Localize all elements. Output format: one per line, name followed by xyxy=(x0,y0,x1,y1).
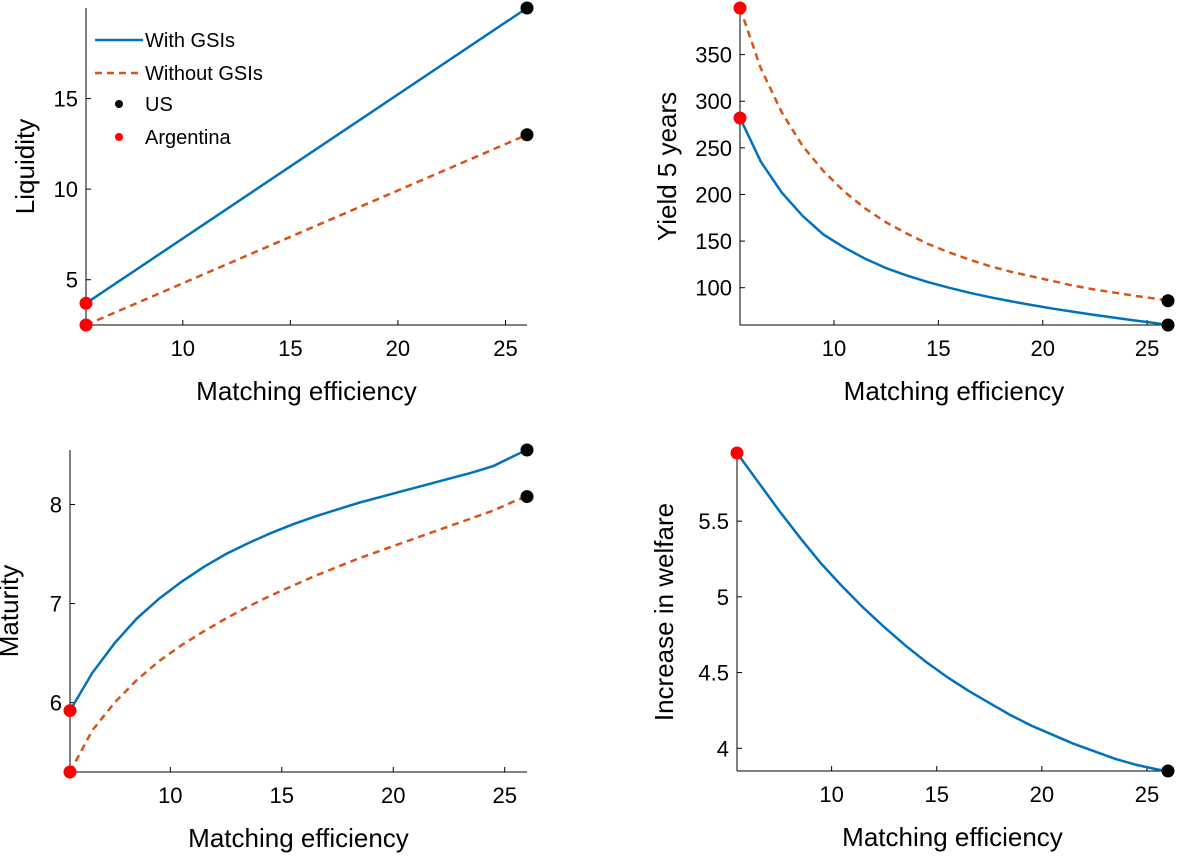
legend: With GSIs Without GSIs US Argentina xyxy=(95,30,263,149)
y-tick-label: 150 xyxy=(695,229,732,254)
y-tick-label: 10 xyxy=(54,177,78,202)
series-line-without-gsis xyxy=(738,7,1169,303)
argentina-marker xyxy=(63,765,77,779)
series-line-with-gsis xyxy=(68,448,528,712)
x-tick-label: 15 xyxy=(926,336,950,361)
x-tick-label: 20 xyxy=(1030,782,1054,807)
x-tick-label: 20 xyxy=(1030,336,1054,361)
argentina-marker xyxy=(79,318,93,332)
argentina-marker xyxy=(730,446,744,460)
y-tick-label: 5 xyxy=(717,585,729,610)
y-axis-label: Increase in welfare xyxy=(649,503,679,721)
y-tick-label: 7 xyxy=(50,592,62,617)
x-tick-label: 25 xyxy=(1135,782,1159,807)
y-tick-label: 8 xyxy=(50,492,62,517)
series-line-without-gsis xyxy=(85,133,528,327)
legend-label: Argentina xyxy=(145,127,231,149)
us-marker xyxy=(520,1,534,15)
y-tick-label: 5.5 xyxy=(698,509,729,534)
x-tick-label: 15 xyxy=(924,782,948,807)
y-tick-label: 250 xyxy=(695,136,732,161)
y-axis-label: Yield 5 years xyxy=(652,92,682,241)
y-axis-label: Liquidity xyxy=(10,119,40,214)
series-line-with-gsis xyxy=(735,452,1169,773)
y-tick-label: 350 xyxy=(695,43,732,68)
x-axis-label: Matching efficiency xyxy=(844,376,1065,406)
legend-label: US xyxy=(145,94,173,116)
y-tick-label: 5 xyxy=(66,268,78,293)
us-marker xyxy=(1161,294,1175,308)
y-tick-label: 4 xyxy=(717,736,729,761)
x-tick-label: 20 xyxy=(386,336,410,361)
x-tick-label: 10 xyxy=(171,336,195,361)
x-axis-label: Matching efficiency xyxy=(196,376,417,406)
legend-swatch-argentina xyxy=(115,133,123,141)
y-tick-label: 4.5 xyxy=(698,661,729,686)
us-marker xyxy=(520,128,534,142)
series-line-with-gsis xyxy=(85,6,528,305)
x-axis-label: Matching efficiency xyxy=(842,822,1063,852)
us-marker xyxy=(1161,764,1175,778)
y-tick-label: 100 xyxy=(695,276,732,301)
x-axis-label: Matching efficiency xyxy=(188,823,409,853)
series-line-without-gsis xyxy=(68,495,528,773)
x-tick-label: 20 xyxy=(381,783,405,808)
argentina-marker xyxy=(733,111,747,125)
y-tick-label: 200 xyxy=(695,182,732,207)
x-tick-label: 15 xyxy=(270,783,294,808)
x-tick-label: 15 xyxy=(278,336,302,361)
y-axis-label: Maturity xyxy=(0,565,24,657)
legend-swatch-us xyxy=(115,100,123,108)
maturity-panel: 10 15 20 25 6 7 8 Matching efficiency Maturity xyxy=(0,443,534,853)
x-tick-label: 25 xyxy=(1135,336,1159,361)
liquidity-panel: 10 15 20 25 5 10 15 Matching efficiency Liquidit… xyxy=(10,1,534,406)
legend-label: With GSIs xyxy=(145,30,235,52)
argentina-marker xyxy=(79,296,93,310)
welfare-panel: 10 15 20 25 4 4.5 5 5.5 Matching efficiency Incre… xyxy=(649,446,1175,852)
y-tick-label: 6 xyxy=(50,691,62,716)
y-tick-label: 300 xyxy=(695,89,732,114)
x-tick-label: 25 xyxy=(492,783,516,808)
yield-panel: 10 15 20 25 100 150 200 250 300 350 Matching effic… xyxy=(652,1,1175,406)
us-marker xyxy=(520,443,534,457)
argentina-marker xyxy=(733,1,747,15)
legend-label: Without GSIs xyxy=(145,63,263,85)
argentina-marker xyxy=(63,704,77,718)
x-tick-label: 10 xyxy=(822,336,846,361)
x-tick-label: 25 xyxy=(493,336,517,361)
series-line-with-gsis xyxy=(738,117,1169,327)
us-marker xyxy=(520,490,534,504)
x-tick-label: 10 xyxy=(158,783,182,808)
us-marker xyxy=(1161,318,1175,332)
x-tick-label: 10 xyxy=(819,782,843,807)
y-tick-label: 15 xyxy=(54,87,78,112)
